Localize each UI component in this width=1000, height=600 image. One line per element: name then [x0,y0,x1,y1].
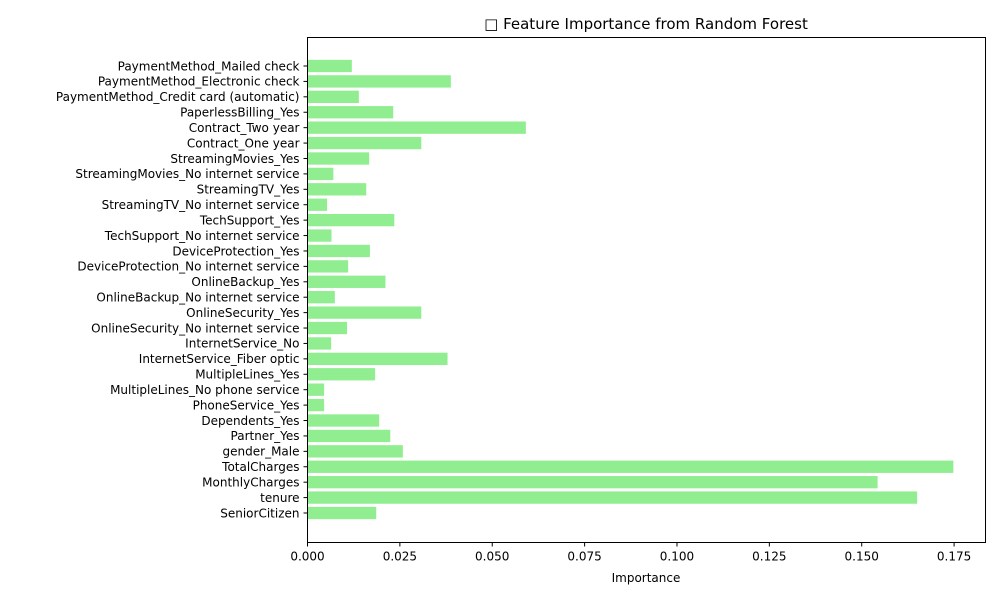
bar [307,167,334,181]
y-tick-label: MonthlyCharges [202,475,299,489]
y-tick-label: tenure [260,491,299,505]
y-tick-label: PaperlessBilling_Yes [180,106,299,120]
y-tick-label: Contract_One year [187,136,300,150]
y-tick-label: SeniorCitizen [220,506,299,520]
y-tick-label: OnlineSecurity_Yes [186,306,299,320]
bar [307,121,526,134]
x-tick-label: 0.150 [845,550,879,564]
y-tick-label: OnlineBackup_Yes [191,275,299,289]
chart-title: □ Feature Importance from Random Forest [484,15,808,33]
y-tick-label: TechSupport_Yes [199,213,300,227]
bar [307,183,367,196]
y-tick-label: TotalCharges [221,460,299,474]
y-tick-label: DeviceProtection_Yes [172,244,299,258]
bar [307,321,348,335]
y-tick-label: Dependents_Yes [201,414,299,428]
bar [307,306,422,319]
x-tick-label: 0.125 [752,550,786,564]
y-tick-label: gender_Male [223,445,300,459]
bar [307,368,376,381]
x-axis-label: Importance [612,571,681,585]
bar [307,398,325,412]
x-tick-label: 0.000 [290,550,324,564]
y-tick-label: StreamingTV_Yes [197,183,300,197]
bar [307,152,370,165]
bar [307,275,386,288]
x-tick-label: 0.175 [937,550,971,564]
y-tick-label: PhoneService_Yes [193,398,300,412]
bar [307,213,395,227]
x-tick-label: 0.025 [383,550,417,564]
bar [307,59,352,73]
bar [307,445,403,458]
bar [307,136,422,150]
y-tick-label: OnlineBackup_No internet service [96,291,299,305]
y-tick-label: TechSupport_No internet service [104,229,300,243]
bar [307,337,332,350]
x-tick-label: 0.100 [660,550,694,564]
y-tick-label: OnlineSecurity_No internet service [91,321,299,335]
bar [307,291,335,304]
bar [307,414,380,427]
y-tick-label: StreamingTV_No internet service [102,198,300,212]
y-tick-label: MultipleLines_No phone service [110,383,299,397]
bar [307,75,451,88]
y-tick-label: PaymentMethod_Credit card (automatic) [56,90,300,104]
bar [307,229,332,242]
bar [307,260,349,273]
y-tick-label: InternetService_Fiber optic [139,352,300,366]
bar [307,198,328,211]
bar [307,244,370,258]
y-tick-label: InternetService_No [185,337,299,351]
y-tick-label: Contract_Two year [189,121,300,135]
x-tick-label: 0.050 [475,550,509,564]
bar [307,491,918,504]
bar [307,429,391,443]
y-tick-label: MultipleLines_Yes [195,368,299,382]
bar [307,506,377,520]
bar [307,476,878,489]
y-tick-label: StreamingMovies_Yes [170,152,299,166]
x-tick-label: 0.075 [567,550,601,564]
bar [307,383,325,396]
y-tick-label: PaymentMethod_Electronic check [98,75,300,89]
y-tick-label: Partner_Yes [231,429,300,443]
bars-group [307,59,954,520]
y-tick-label: DeviceProtection_No internet service [77,260,299,274]
bar [307,460,954,473]
y-tick-label: PaymentMethod_Mailed check [118,59,300,73]
x-axis-ticks: 0.000 0.025 0.050 0.075 0.100 0.125 0.150 0.175 [290,542,971,564]
bar [307,106,394,119]
y-tick-label: StreamingMovies_No internet service [75,167,299,181]
plot-frame [307,37,986,543]
bar [307,90,359,103]
bar [307,352,448,366]
